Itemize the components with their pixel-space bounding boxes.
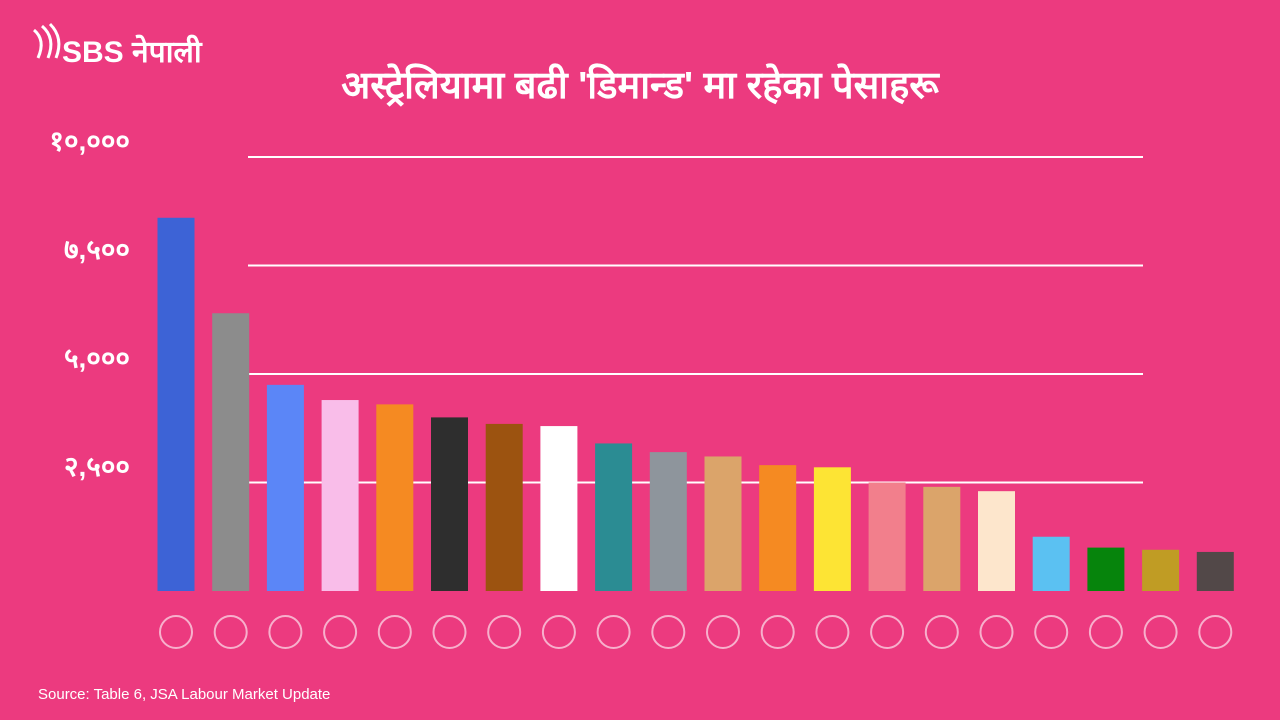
bar [595,443,633,591]
category-icon [815,615,850,649]
bar [431,417,468,591]
bar [1142,549,1180,591]
category-icon [870,615,905,649]
category-icon [377,615,412,649]
category-icon [213,615,248,649]
source: Source: Table 6, JSA Labour Market Updat… [38,686,330,703]
chart-title: अस्ट्रेलियामा बढी 'डिमान्ड' मा रहेका पेस… [341,63,940,107]
category-icon [432,615,467,649]
y-tick-label: १०,००० [49,125,130,156]
bar [540,426,578,591]
bar [485,423,523,591]
bar [1087,547,1125,591]
bar [868,482,906,591]
category-icon [1034,615,1069,649]
logo: SBS नेपाली [62,34,203,69]
category-icon [596,615,631,649]
bar [157,217,195,591]
bar [1032,536,1070,591]
logo-mark [32,22,61,59]
category-icon [1088,615,1123,649]
category-icon [651,615,686,649]
bar [649,452,687,591]
bar [212,313,250,591]
bar [813,467,851,591]
bar [978,491,1015,591]
category-icon [706,615,740,649]
bar [923,486,961,591]
category-icon [1198,615,1233,649]
y-tick-label: २,५०० [64,451,130,482]
category-icon [487,615,522,649]
bar [266,384,304,591]
bar [704,456,742,591]
bar [376,404,414,591]
y-tick-label: ७,५०० [64,234,130,265]
bar [759,465,797,591]
bar [1196,551,1234,591]
bar [321,400,359,591]
category-icon [323,615,358,649]
category-icon [268,615,303,649]
category-icon [979,615,1014,649]
category-icon [760,615,795,649]
y-tick-label: ५,००० [64,342,130,373]
category-icon [159,615,193,649]
category-icon [541,615,576,649]
category-icon [1143,615,1178,649]
category-icon [924,615,959,649]
